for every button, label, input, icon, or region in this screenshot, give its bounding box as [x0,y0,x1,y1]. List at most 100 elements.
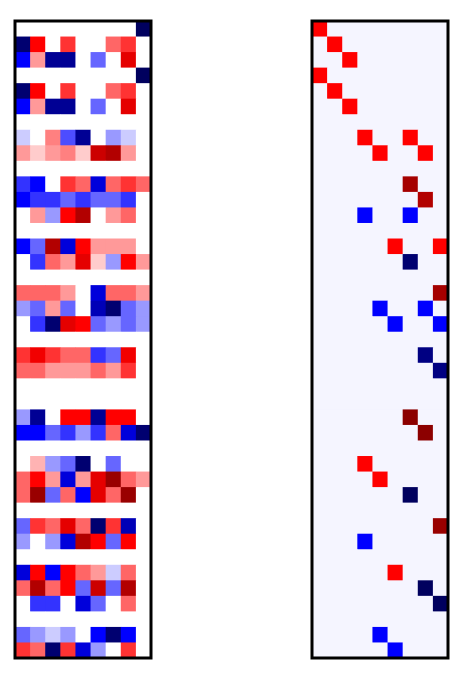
heatmap-cell [60,99,76,115]
heatmap-cell [136,611,152,627]
heatmap-cell [60,549,76,565]
heatmap-cell [15,409,31,425]
heatmap-cell [45,316,61,332]
heatmap-cell [75,114,91,130]
heatmap-cell [136,394,152,410]
heatmap-cell [136,503,152,519]
heatmap-cell [136,270,152,286]
heatmap-cell [418,627,434,643]
heatmap-cell [312,301,328,317]
heatmap-cell [75,565,91,581]
heatmap-cell [312,207,328,223]
heatmap-cell [91,534,107,550]
heatmap-cell [342,239,358,255]
heatmap-cell [403,83,419,99]
heatmap-cell [75,223,91,239]
heatmap-cell [403,114,419,130]
heatmap-cell [45,472,61,488]
heatmap-cell [106,503,122,519]
heatmap-cell [45,440,61,456]
heatmap-cell [312,332,328,348]
heatmap-panel-right [312,21,449,659]
heatmap-cell [403,363,419,379]
heatmap-cell [45,130,61,146]
heatmap-cell [357,378,373,394]
heatmap-cell [75,99,91,115]
heatmap-cell [45,378,61,394]
heatmap-cell [342,394,358,410]
heatmap-cell [45,223,61,239]
heatmap-cell [312,363,328,379]
heatmap-cell [45,347,61,363]
heatmap-cell [403,239,419,255]
heatmap-cell [418,347,434,363]
heatmap-cell [342,347,358,363]
heatmap-cell [388,487,404,503]
heatmap-cell [121,223,137,239]
heatmap-cell [327,239,343,255]
heatmap-cell [372,487,388,503]
heatmap-cell [106,83,122,99]
heatmap-cell [418,456,434,472]
heatmap-cell [418,145,434,161]
heatmap-cell [357,627,373,643]
heatmap-cell [136,285,152,301]
heatmap-cell [357,37,373,53]
heatmap-cell [106,394,122,410]
heatmap-cell [121,425,137,441]
heatmap-cell [136,68,152,84]
heatmap-cell [312,114,328,130]
heatmap-cell [121,176,137,192]
heatmap-cell [312,596,328,612]
heatmap-cell [60,363,76,379]
heatmap-cell [75,332,91,348]
heatmap-cell [45,456,61,472]
heatmap-cell [357,363,373,379]
heatmap-cell [418,207,434,223]
heatmap-cell [45,145,61,161]
heatmap-cell [91,301,107,317]
heatmap-cell [357,409,373,425]
heatmap-cell [75,518,91,534]
heatmap-cell [136,363,152,379]
heatmap-cell [75,316,91,332]
heatmap-cell [388,534,404,550]
heatmap-cell [403,21,419,37]
heatmap-cell [15,37,31,53]
heatmap-cell [45,627,61,643]
heatmap-cell [327,611,343,627]
heatmap-cell [342,565,358,581]
heatmap-cell [433,627,449,643]
heatmap-cell [45,580,61,596]
heatmap-cell [136,565,152,581]
heatmap-cell [372,270,388,286]
heatmap-cell [372,472,388,488]
heatmap-cell [75,270,91,286]
heatmap-cell [433,285,449,301]
heatmap-cell [418,596,434,612]
heatmap-cell [15,642,31,658]
heatmap-cell [357,68,373,84]
heatmap-cell [30,456,46,472]
heatmap-cell [388,239,404,255]
heatmap-cell [91,223,107,239]
heatmap-cell [106,409,122,425]
heatmap-cell [388,347,404,363]
heatmap-cell [136,378,152,394]
heatmap-cell [75,176,91,192]
heatmap-cell [342,161,358,177]
heatmap-cell [357,472,373,488]
heatmap-cell [372,549,388,565]
heatmap-cell [60,440,76,456]
heatmap-cell [15,52,31,68]
heatmap-cell [418,425,434,441]
heatmap-cell [418,487,434,503]
heatmap-cell [30,627,46,643]
heatmap-cell [357,114,373,130]
heatmap-cell [388,549,404,565]
heatmap-cell [327,270,343,286]
heatmap-cell [327,534,343,550]
heatmap-cell [121,580,137,596]
heatmap-cell [136,83,152,99]
heatmap-cell [91,130,107,146]
